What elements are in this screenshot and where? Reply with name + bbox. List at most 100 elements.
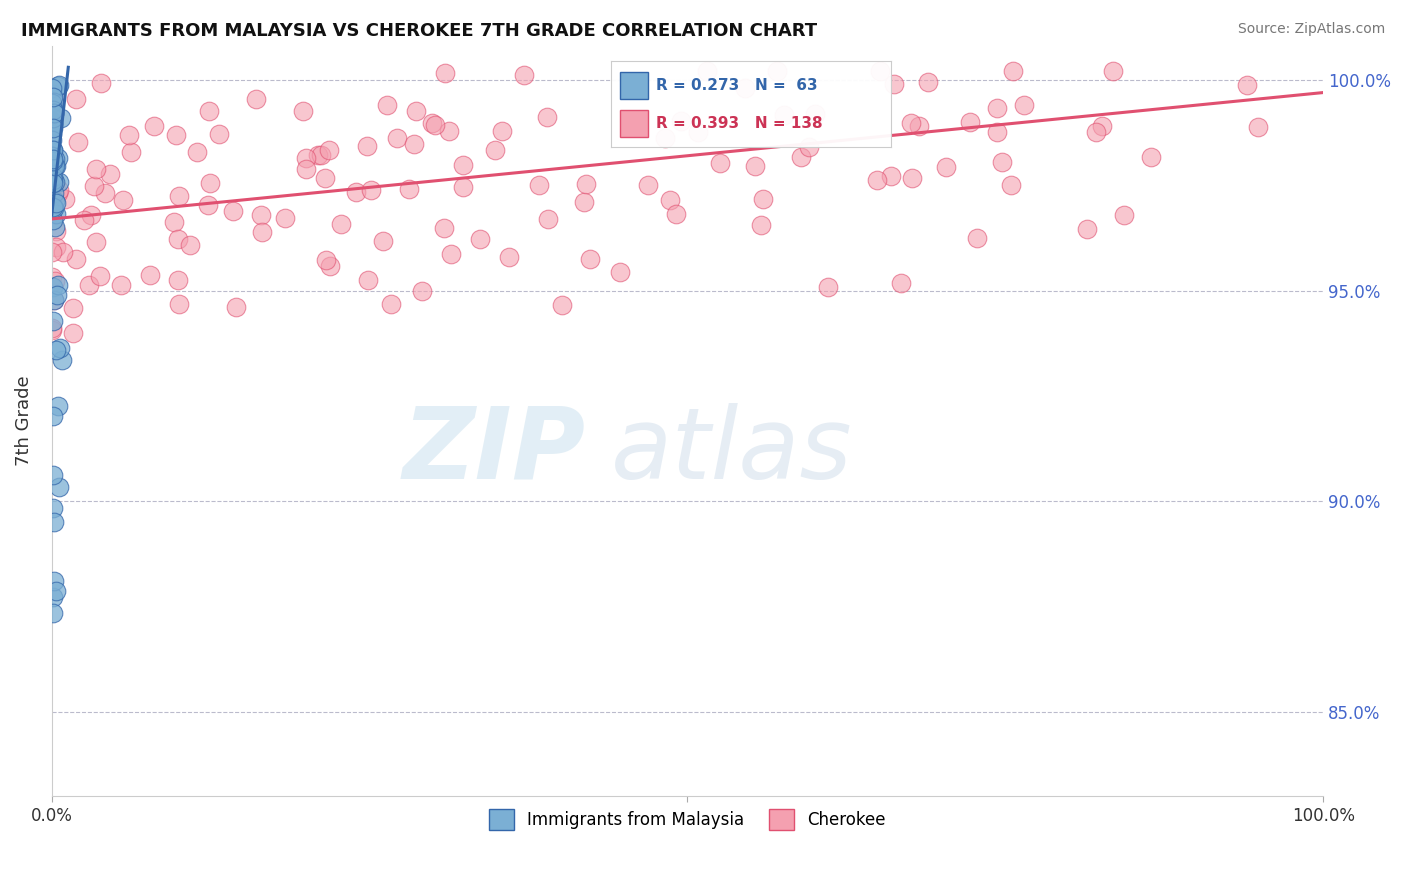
- Point: [44, 220, 66, 235]
- Point: [84, 162, 107, 177]
- Point: [484, 143, 506, 157]
- Point: [344, 185, 367, 199]
- Point: [917, 75, 939, 89]
- Point: [44, 159, 66, 173]
- Point: [45, 583, 67, 598]
- Point: [817, 280, 839, 294]
- Point: [45, 343, 67, 357]
- Point: [42, 157, 65, 171]
- Point: [41, 143, 63, 157]
- Point: [46, 151, 69, 165]
- Point: [41, 96, 63, 111]
- Point: [900, 116, 922, 130]
- Point: [579, 252, 602, 267]
- Point: [98, 167, 121, 181]
- Point: [42, 87, 65, 101]
- Point: [225, 301, 247, 315]
- Point: [709, 155, 731, 169]
- Point: [45, 240, 67, 254]
- Point: [883, 77, 905, 91]
- Point: [245, 92, 267, 106]
- Point: [45, 288, 67, 302]
- Point: [865, 173, 887, 187]
- Point: [498, 250, 520, 264]
- Point: [139, 268, 162, 282]
- Point: [42, 280, 65, 294]
- Point: [44, 293, 66, 308]
- Point: [51, 352, 73, 367]
- Point: [42, 607, 65, 621]
- Point: [991, 154, 1014, 169]
- Point: [411, 284, 433, 298]
- Point: [385, 131, 408, 145]
- Point: [77, 277, 100, 292]
- Point: [65, 252, 87, 266]
- Point: [513, 69, 536, 83]
- Point: [42, 590, 65, 604]
- Point: [734, 81, 756, 95]
- Point: [315, 252, 337, 267]
- Point: [398, 182, 420, 196]
- Point: [41, 244, 63, 259]
- Point: [42, 201, 65, 215]
- Point: [41, 103, 63, 117]
- Text: atlas: atlas: [612, 402, 853, 500]
- Point: [42, 467, 65, 482]
- Point: [451, 180, 474, 194]
- Point: [90, 76, 112, 90]
- Point: [551, 298, 574, 312]
- Point: [696, 64, 718, 78]
- Point: [900, 171, 922, 186]
- Point: [42, 314, 65, 328]
- Point: [165, 128, 187, 143]
- Point: [295, 162, 318, 177]
- Point: [41, 114, 63, 128]
- Point: [42, 116, 65, 130]
- Point: [420, 116, 443, 130]
- Point: [574, 195, 596, 210]
- Point: [766, 64, 789, 78]
- Point: [42, 111, 65, 125]
- Point: [42, 176, 65, 190]
- Point: [1084, 125, 1107, 139]
- Y-axis label: 7th Grade: 7th Grade: [15, 376, 32, 467]
- Point: [1102, 64, 1125, 78]
- Point: [41, 133, 63, 147]
- Point: [83, 179, 105, 194]
- Point: [198, 104, 221, 119]
- Point: [163, 215, 186, 229]
- Point: [41, 149, 63, 163]
- Point: [41, 120, 63, 134]
- Point: [179, 238, 201, 252]
- Point: [292, 104, 315, 119]
- Point: [41, 118, 63, 132]
- Point: [360, 183, 382, 197]
- Point: [1012, 98, 1035, 112]
- Point: [307, 147, 329, 161]
- Point: [42, 212, 65, 227]
- Point: [67, 136, 90, 150]
- Legend: Immigrants from Malaysia, Cherokee: Immigrants from Malaysia, Cherokee: [482, 803, 893, 837]
- Point: [110, 277, 132, 292]
- Point: [186, 145, 208, 160]
- Point: [959, 115, 981, 129]
- Point: [527, 178, 550, 192]
- Point: [42, 169, 65, 184]
- Point: [46, 186, 69, 200]
- Point: [789, 150, 811, 164]
- Point: [42, 574, 65, 589]
- Point: [375, 98, 398, 112]
- Point: [42, 516, 65, 530]
- Point: [111, 194, 134, 208]
- Point: [669, 114, 692, 128]
- Point: [434, 66, 457, 80]
- Point: [167, 273, 190, 287]
- Point: [44, 152, 66, 166]
- Point: [45, 160, 67, 174]
- Point: [93, 186, 115, 200]
- Point: [609, 265, 631, 279]
- Point: [250, 208, 273, 222]
- Point: [45, 207, 67, 221]
- Point: [42, 186, 65, 200]
- Point: [658, 193, 681, 207]
